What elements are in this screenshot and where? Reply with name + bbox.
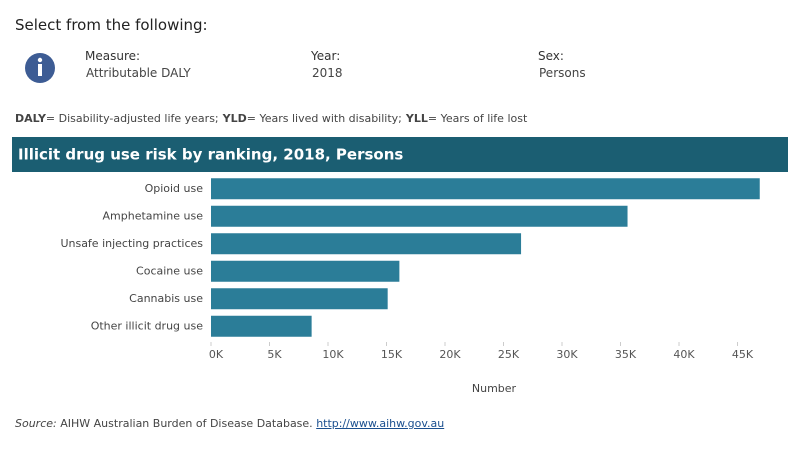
bar — [211, 178, 760, 200]
chart-title: Illicit drug use risk by ranking, 2018, … — [18, 146, 403, 164]
source-text: AIHW Australian Burden of Disease Databa… — [60, 417, 313, 430]
x-tick-label: 0K — [209, 348, 224, 361]
x-tick-label: 25K — [498, 348, 520, 361]
note-term: YLL — [405, 112, 428, 125]
filter-value: Attributable DALY — [86, 66, 191, 80]
x-tick-label: 40K — [673, 348, 695, 361]
note-definition: = Disability-adjusted life years; — [45, 112, 219, 125]
bar — [211, 233, 522, 255]
filter-value: 2018 — [312, 66, 343, 80]
note-term: YLD — [222, 112, 247, 125]
chart: Illicit drug use risk by ranking, 2018, … — [12, 137, 788, 395]
note-definition: = Years lived with disability; — [246, 112, 402, 125]
filter-label: Sex: — [538, 49, 564, 63]
x-tick-label: 45K — [732, 348, 754, 361]
definitions-note: DALY= Disability-adjusted life years; YLD… — [15, 112, 531, 125]
category-label: Opioid use — [145, 182, 204, 195]
x-tick-label: 35K — [615, 348, 637, 361]
category-label: Other illicit drug use — [91, 319, 204, 332]
category-label: Amphetamine use — [103, 209, 204, 222]
bar — [211, 315, 312, 337]
bar — [211, 288, 388, 310]
x-tick-label: 10K — [322, 348, 344, 361]
x-axis-label: Number — [472, 382, 517, 395]
info-icon — [25, 53, 55, 83]
category-label: Cocaine use — [136, 264, 203, 277]
x-tick-label: 30K — [556, 348, 578, 361]
note-term: DALY — [15, 112, 46, 125]
source-link[interactable]: http://www.aihw.gov.au — [316, 417, 445, 430]
prompt: Select from the following: — [15, 16, 208, 34]
category-label: Unsafe injecting practices — [60, 237, 203, 250]
filter-label: Measure: — [85, 49, 141, 63]
x-tick-label: 5K — [267, 348, 282, 361]
bar — [211, 260, 400, 282]
filter-label: Year: — [311, 49, 341, 63]
title-bar — [12, 137, 788, 172]
x-tick-label: 15K — [381, 348, 403, 361]
x-tick-label: 20K — [439, 348, 461, 361]
filter-value: Persons — [539, 66, 586, 80]
note-definition: = Years of life lost — [427, 112, 528, 125]
bar — [211, 205, 628, 227]
source: Source: AIHW Australian Burden of Diseas… — [15, 417, 444, 430]
category-label: Cannabis use — [129, 292, 203, 305]
source-label: Source: — [15, 417, 57, 430]
